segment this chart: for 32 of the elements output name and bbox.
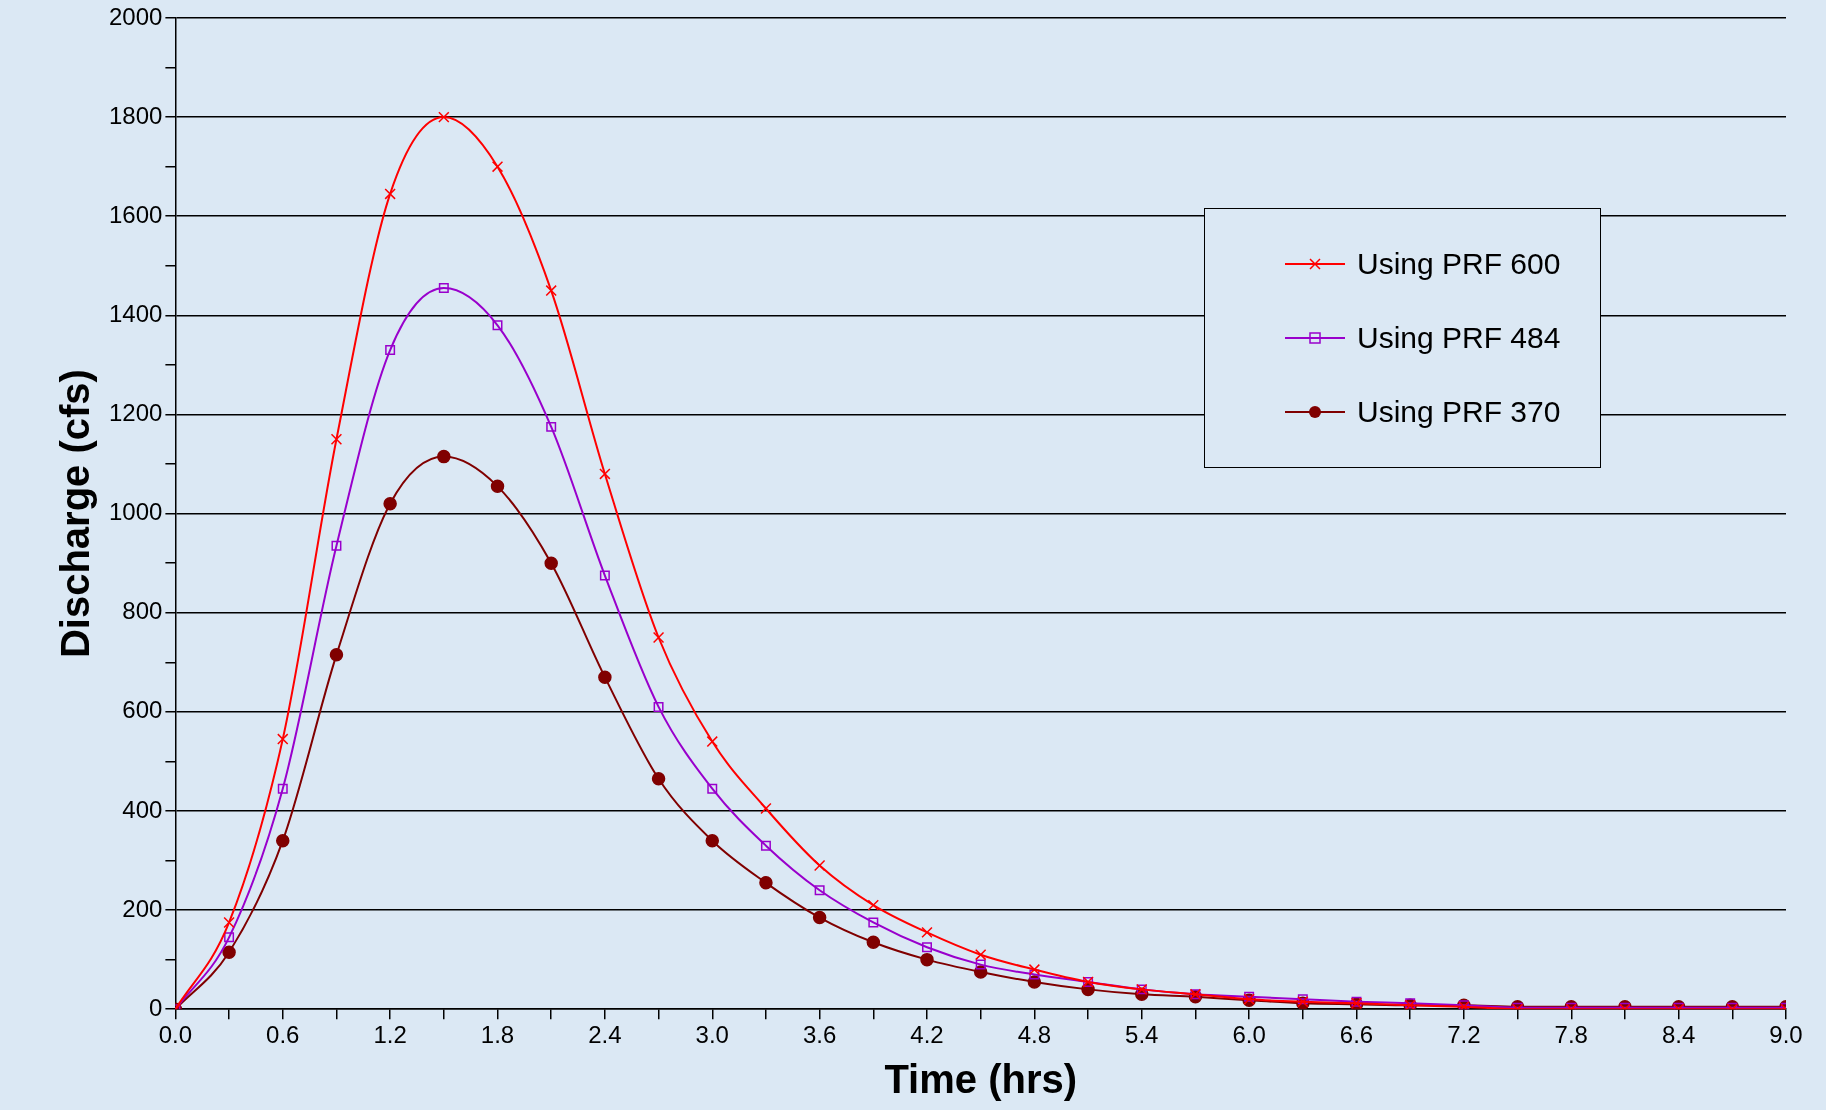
y-tick-label: 800 — [122, 597, 163, 625]
x-tick-label: 6.0 — [1232, 1021, 1266, 1049]
y-tick-label: 1600 — [109, 200, 163, 228]
x-tick-label: 4.2 — [910, 1021, 944, 1049]
x-tick-label: 9.0 — [1769, 1021, 1803, 1049]
x-tick-label: 1.2 — [373, 1021, 407, 1049]
x-tick-label: 1.8 — [480, 1021, 515, 1049]
x-axis-title: Time (hrs) — [884, 1057, 1078, 1102]
x-tick-label: 3.0 — [695, 1021, 729, 1049]
y-tick-label: 1400 — [109, 299, 163, 327]
x-tick-label: 7.2 — [1447, 1021, 1481, 1049]
x-tick-label: 7.8 — [1554, 1021, 1588, 1049]
legend-label: Using PRF 370 — [1357, 395, 1561, 429]
x-tick-label: 5.4 — [1125, 1021, 1159, 1049]
y-tick-label: 400 — [122, 795, 163, 823]
x-tick-label: 8.4 — [1661, 1021, 1696, 1049]
y-tick-label: 1200 — [109, 399, 163, 427]
x-tick-label: 0.0 — [158, 1021, 193, 1049]
y-axis-title: Discharge (cfs) — [53, 369, 98, 659]
legend-label: Using PRF 484 — [1357, 321, 1561, 355]
x-tick-label: 2.4 — [588, 1021, 622, 1049]
y-tick-label: 1800 — [109, 101, 163, 129]
x-tick-label: 4.8 — [1017, 1021, 1052, 1049]
y-tick-label: 200 — [122, 894, 163, 922]
y-tick-label: 1000 — [109, 498, 163, 526]
legend-label: Using PRF 600 — [1357, 247, 1561, 281]
y-tick-label: 2000 — [109, 2, 163, 30]
x-tick-label: 0.6 — [266, 1021, 300, 1049]
x-tick-label: 6.6 — [1339, 1021, 1374, 1049]
y-tick-label: 0 — [149, 993, 163, 1021]
x-tick-label: 3.6 — [802, 1021, 837, 1049]
y-tick-label: 600 — [122, 696, 163, 724]
